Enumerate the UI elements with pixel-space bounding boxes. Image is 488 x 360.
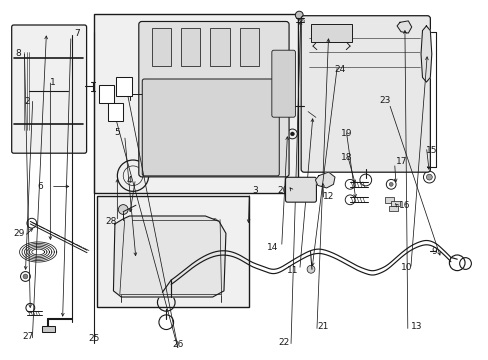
Circle shape [340,69,390,120]
Circle shape [295,11,303,19]
Text: 17: 17 [395,157,407,166]
Text: 25: 25 [88,334,100,343]
Text: 1: 1 [50,78,56,87]
Text: 9: 9 [430,247,436,256]
FancyBboxPatch shape [139,22,288,177]
Text: 3: 3 [252,186,258,195]
Text: 26: 26 [172,341,184,349]
Text: 6: 6 [37,182,43,191]
Bar [151,28,171,66]
Bar [116,77,132,96]
Text: 29: 29 [13,229,24,238]
Text: 14: 14 [266,243,278,252]
FancyBboxPatch shape [12,25,86,153]
Bar [210,28,229,66]
Circle shape [317,29,345,56]
Circle shape [23,274,28,279]
Text: 2: 2 [24,97,30,106]
Text: 16: 16 [398,202,410,210]
Circle shape [323,35,339,50]
Bar [390,201,399,206]
Text: 19: 19 [340,130,351,139]
Polygon shape [420,26,431,82]
Text: 24: 24 [333,65,345,74]
Text: 7: 7 [74,29,80,38]
Text: 22: 22 [277,338,289,347]
Text: 21: 21 [316,323,328,331]
Circle shape [124,219,132,226]
Text: 20: 20 [276,186,288,195]
Text: 12: 12 [322,192,334,201]
Bar [239,28,259,66]
Bar [385,197,393,203]
Text: 13: 13 [410,323,422,331]
Bar [388,206,397,211]
Text: 10: 10 [400,263,412,271]
Bar [99,85,114,103]
Text: 11: 11 [286,266,298,275]
Text: 27: 27 [22,332,34,341]
FancyBboxPatch shape [301,16,429,172]
Polygon shape [113,216,225,297]
Circle shape [327,39,335,46]
Bar [181,28,200,66]
Polygon shape [396,21,411,33]
Circle shape [118,204,128,215]
Text: 18: 18 [341,153,352,162]
Bar [310,24,351,42]
Circle shape [388,183,392,186]
Polygon shape [315,172,334,188]
Bar [41,326,55,332]
Text: 4: 4 [126,176,132,185]
Text: 8: 8 [16,49,21,58]
Text: 5: 5 [114,128,120,137]
FancyBboxPatch shape [142,79,279,176]
Circle shape [210,219,218,226]
Text: 28: 28 [105,217,117,226]
Circle shape [290,132,294,136]
Bar [94,14,298,193]
FancyBboxPatch shape [285,177,316,202]
Bar [97,196,249,307]
FancyBboxPatch shape [271,50,295,117]
Circle shape [426,174,431,180]
Text: 23: 23 [379,96,390,105]
Text: 15: 15 [425,146,436,155]
Circle shape [356,86,374,103]
Circle shape [19,60,79,121]
Bar [107,103,123,121]
Circle shape [69,30,76,37]
Circle shape [306,265,314,273]
